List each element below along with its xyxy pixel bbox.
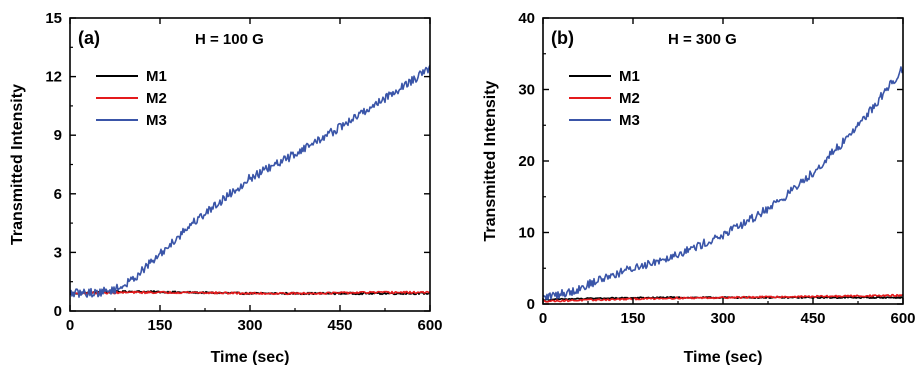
series-line-m1 bbox=[70, 289, 430, 296]
legend-label-m3: M3 bbox=[146, 112, 167, 129]
series-group bbox=[543, 66, 903, 303]
legend-label-m3: M3 bbox=[619, 112, 640, 129]
y-tick-label: 20 bbox=[518, 153, 535, 170]
y-tick-label: 40 bbox=[518, 10, 535, 27]
legend: M1 M2 M3 bbox=[96, 68, 167, 129]
y-tick-label: 0 bbox=[527, 296, 535, 313]
legend-label-m2: M2 bbox=[619, 90, 640, 107]
x-tick-label: 450 bbox=[800, 310, 825, 327]
panel-b: 0 150 300 450 600 0 10 20 30 40 Time (sec) Transmit… bbox=[482, 10, 916, 365]
panel-label: (a) bbox=[78, 28, 100, 48]
x-tick-label: 300 bbox=[710, 310, 735, 327]
x-tick-label: 450 bbox=[327, 317, 352, 334]
series-line-m2 bbox=[70, 290, 430, 296]
x-axis-title: Time (sec) bbox=[684, 349, 763, 365]
x-tick-label: 0 bbox=[539, 310, 547, 327]
series-line-m3 bbox=[70, 64, 430, 298]
x-tick-label: 0 bbox=[66, 317, 74, 334]
y-tick-label: 3 bbox=[54, 244, 62, 261]
legend-label-m2: M2 bbox=[146, 90, 167, 107]
y-tick-label: 30 bbox=[518, 82, 535, 99]
legend-label-m1: M1 bbox=[619, 68, 640, 85]
plot-frame bbox=[542, 17, 904, 305]
panel-a: 0 150 300 450 600 0 3 6 9 12 15 Time (sec) Transmitt… bbox=[9, 10, 443, 365]
series-line-m2 bbox=[543, 293, 903, 303]
x-axis-title: Time (sec) bbox=[211, 349, 290, 365]
legend-label-m1: M1 bbox=[146, 68, 167, 85]
y-tick-label: 15 bbox=[45, 10, 62, 27]
y-tick-label: 12 bbox=[45, 69, 62, 86]
y-axis-title: Transmitted Intensity bbox=[9, 84, 26, 245]
y-axis-title: Transmitted Intensity bbox=[482, 80, 499, 241]
y-tick-label: 6 bbox=[54, 186, 62, 203]
y-tick-label: 9 bbox=[54, 127, 62, 144]
series-group bbox=[70, 64, 430, 298]
x-tick-label: 300 bbox=[237, 317, 262, 334]
panel-label: (b) bbox=[551, 28, 574, 48]
field-annotation: H = 100 G bbox=[195, 31, 264, 48]
y-tick-label: 0 bbox=[54, 303, 62, 320]
plot-frame bbox=[69, 17, 431, 312]
x-tick-label: 150 bbox=[147, 317, 172, 334]
field-annotation: H = 300 G bbox=[668, 31, 737, 48]
x-tick-label: 150 bbox=[620, 310, 645, 327]
series-line-m3 bbox=[543, 66, 903, 301]
x-tick-label: 600 bbox=[417, 317, 442, 334]
x-tick-label: 600 bbox=[890, 310, 915, 327]
y-tick-label: 10 bbox=[518, 225, 535, 242]
legend: M1 M2 M3 bbox=[569, 68, 640, 129]
